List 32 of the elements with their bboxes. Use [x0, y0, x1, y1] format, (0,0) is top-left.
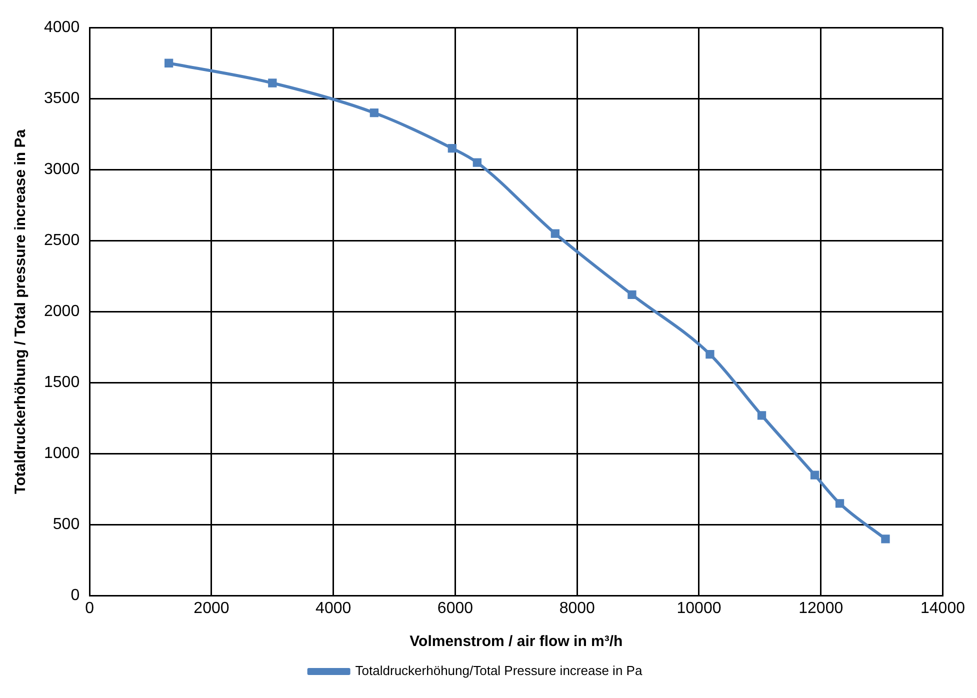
y-tick-label: 500 [52, 516, 80, 534]
x-tick-label: 2000 [194, 600, 230, 617]
y-tick-label: 2500 [44, 232, 80, 250]
point [757, 411, 766, 420]
y-tick-label: 4000 [44, 19, 80, 36]
x-tick-label: 0 [85, 600, 94, 617]
point [881, 534, 890, 544]
point [370, 108, 379, 118]
point [472, 158, 482, 167]
point [448, 144, 457, 153]
y-tick-label: 1500 [44, 374, 80, 392]
y-axis-title: Totaldruckerhöhung / Total pressure increase in Pa [12, 128, 30, 494]
y-tick-label: 0 [70, 587, 80, 604]
point [628, 290, 636, 299]
x-tick-label: 10000 [676, 600, 722, 617]
y-tick-label: 3000 [44, 161, 80, 178]
x-tick-label: 6000 [437, 600, 474, 617]
x-tick-label: 12000 [798, 600, 844, 617]
x-axis-title: Volmenstrom / air flow in m³/h [410, 633, 623, 650]
legend-label: Totaldruckerhöhung/Total Pressure increase in Pa [355, 663, 643, 678]
point [550, 229, 560, 238]
y-tick-label: 2000 [44, 303, 80, 320]
y-tick-label: 3500 [44, 90, 80, 108]
x-tick-label: 8000 [559, 600, 596, 617]
y-tick-label: 1000 [44, 445, 80, 462]
point [706, 350, 714, 359]
point [268, 78, 277, 88]
x-tick-label: 4000 [316, 600, 352, 617]
point [810, 470, 820, 480]
point [164, 58, 174, 68]
x-tick-label: 14000 [920, 600, 966, 617]
point [835, 499, 844, 508]
